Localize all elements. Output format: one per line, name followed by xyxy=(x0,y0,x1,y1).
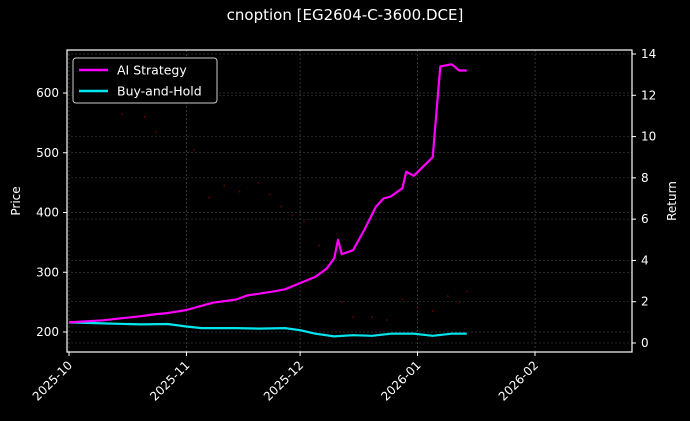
y-right-axis-label: Return xyxy=(665,181,679,221)
y-right-tick-label: 4 xyxy=(641,253,649,267)
legend-label: Buy-and-Hold xyxy=(117,84,202,99)
y-right-tick-label: 2 xyxy=(641,295,649,309)
buy-and-hold-line xyxy=(68,321,467,338)
x-tick-label: 2026-02 xyxy=(496,358,541,403)
y-right-tick-label: 10 xyxy=(641,130,656,144)
axes-frame xyxy=(66,49,633,353)
y-right-tick-label: 14 xyxy=(641,47,656,61)
y-left-tick-label: 300 xyxy=(36,265,59,279)
legend: AI Strategy Buy-and-Hold xyxy=(72,57,218,104)
y-left-tick-label: 400 xyxy=(36,206,59,220)
x-tick-label: 2025-10 xyxy=(30,358,75,403)
y-right-tick-label: 0 xyxy=(641,336,649,350)
y-left-tick-label: 200 xyxy=(36,325,59,339)
ai-strategy-line xyxy=(68,63,467,324)
y-right-tick-label: 8 xyxy=(641,171,649,185)
y-left-axis-label: Price xyxy=(9,186,23,215)
x-tick-label: 2025-11 xyxy=(147,358,192,403)
legend-label: AI Strategy xyxy=(117,63,187,78)
y-left-tick-label: 500 xyxy=(36,146,59,160)
chart-title: cnoption [EG2604-C-3600.DCE] xyxy=(226,6,464,24)
y-right-tick-label: 12 xyxy=(641,88,656,102)
price-dots xyxy=(121,112,468,322)
x-tick-label: 2026-01 xyxy=(378,358,423,403)
y-right-tick-label: 6 xyxy=(641,212,649,226)
x-tick-label: 2025-12 xyxy=(261,358,306,403)
y-left-tick-label: 600 xyxy=(36,86,59,100)
